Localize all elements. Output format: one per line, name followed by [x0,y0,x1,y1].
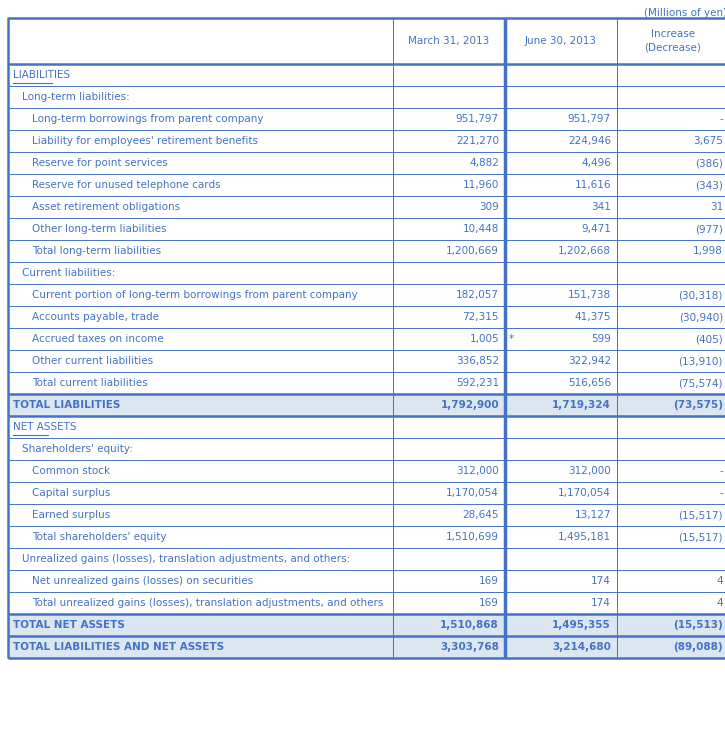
Text: 312,000: 312,000 [568,466,611,476]
Text: NET ASSETS: NET ASSETS [13,422,77,432]
Text: 312,000: 312,000 [456,466,499,476]
Text: (75,574): (75,574) [679,378,723,388]
Bar [8,636,725,658]
Text: 13,127: 13,127 [574,510,611,520]
Text: 1,719,324: 1,719,324 [552,400,611,410]
Text: 3,214,680: 3,214,680 [552,642,611,652]
Text: (405): (405) [695,334,723,344]
Text: Increase
(Decrease): Increase (Decrease) [645,29,701,53]
Text: Total current liabilities: Total current liabilities [32,378,148,388]
Text: 151,738: 151,738 [568,290,611,300]
Text: Accounts payable, trade: Accounts payable, trade [32,312,159,322]
Bar [8,394,725,416]
Text: -: - [719,488,723,498]
Text: Long-term liabilities:: Long-term liabilities: [22,92,130,102]
Text: Current liabilities:: Current liabilities: [22,268,115,278]
Text: Other long-term liabilities: Other long-term liabilities [32,224,167,234]
Text: 322,942: 322,942 [568,356,611,366]
Text: (Millions of yen): (Millions of yen) [644,8,725,18]
Bar [8,614,725,636]
Text: 309: 309 [479,202,499,212]
Text: 599: 599 [591,334,611,344]
Text: Total shareholders' equity: Total shareholders' equity [32,532,167,542]
Text: 174: 174 [591,598,611,608]
Text: 1,510,699: 1,510,699 [446,532,499,542]
Text: -: - [719,114,723,124]
Text: 4: 4 [716,576,723,586]
Text: 1,510,868: 1,510,868 [440,620,499,630]
Text: June 30, 2013: June 30, 2013 [525,36,597,46]
Text: 592,231: 592,231 [456,378,499,388]
Text: (977): (977) [695,224,723,234]
Text: 11,616: 11,616 [574,180,611,190]
Text: (30,318): (30,318) [679,290,723,300]
Text: Net unrealized gains (losses) on securities: Net unrealized gains (losses) on securit… [32,576,253,586]
Text: 516,656: 516,656 [568,378,611,388]
Text: (343): (343) [695,180,723,190]
Text: TOTAL LIABILITIES AND NET ASSETS: TOTAL LIABILITIES AND NET ASSETS [13,642,224,652]
Text: Long-term borrowings from parent company: Long-term borrowings from parent company [32,114,263,124]
Text: -: - [719,466,723,476]
Text: 336,852: 336,852 [456,356,499,366]
Text: 3,303,768: 3,303,768 [440,642,499,652]
Text: LIABILITIES: LIABILITIES [13,70,70,80]
Text: Accrued taxes on income: Accrued taxes on income [32,334,164,344]
Text: Total unrealized gains (losses), translation adjustments, and others: Total unrealized gains (losses), transla… [32,598,384,608]
Text: Total long-term liabilities: Total long-term liabilities [32,246,161,256]
Text: 4,882: 4,882 [469,158,499,168]
Text: 31: 31 [710,202,723,212]
Text: 41,375: 41,375 [574,312,611,322]
Text: Reserve for unused telephone cards: Reserve for unused telephone cards [32,180,220,190]
Text: 1,495,355: 1,495,355 [552,620,611,630]
Text: (89,088): (89,088) [674,642,723,652]
Text: *: * [509,334,514,344]
Text: 1,200,669: 1,200,669 [446,246,499,256]
Text: 1,998: 1,998 [693,246,723,256]
Text: Shareholders' equity:: Shareholders' equity: [22,444,133,454]
Text: Reserve for point services: Reserve for point services [32,158,167,168]
Text: 28,645: 28,645 [463,510,499,520]
Text: Capital surplus: Capital surplus [32,488,110,498]
Text: Liability for employees' retirement benefits: Liability for employees' retirement bene… [32,136,258,146]
Text: Current portion of long-term borrowings from parent company: Current portion of long-term borrowings … [32,290,357,300]
Text: 169: 169 [479,576,499,586]
Text: Asset retirement obligations: Asset retirement obligations [32,202,180,212]
Text: (15,513): (15,513) [674,620,723,630]
Text: 9,471: 9,471 [581,224,611,234]
Text: 224,946: 224,946 [568,136,611,146]
Text: 1,170,054: 1,170,054 [558,488,611,498]
Text: 1,170,054: 1,170,054 [446,488,499,498]
Text: Earned surplus: Earned surplus [32,510,110,520]
Text: (386): (386) [695,158,723,168]
Text: (73,575): (73,575) [673,400,723,410]
Text: (15,517): (15,517) [679,510,723,520]
Text: 11,960: 11,960 [463,180,499,190]
Text: 951,797: 951,797 [568,114,611,124]
Text: (30,940): (30,940) [679,312,723,322]
Text: 1,792,900: 1,792,900 [440,400,499,410]
Text: March 31, 2013: March 31, 2013 [408,36,489,46]
Text: 182,057: 182,057 [456,290,499,300]
Text: Common stock: Common stock [32,466,110,476]
Text: TOTAL NET ASSETS: TOTAL NET ASSETS [13,620,125,630]
Text: 951,797: 951,797 [456,114,499,124]
Text: 1,495,181: 1,495,181 [558,532,611,542]
Text: 169: 169 [479,598,499,608]
Text: 1,005: 1,005 [469,334,499,344]
Text: 72,315: 72,315 [463,312,499,322]
Text: Unrealized gains (losses), translation adjustments, and others:: Unrealized gains (losses), translation a… [22,554,350,564]
Text: (15,517): (15,517) [679,532,723,542]
Text: 4,496: 4,496 [581,158,611,168]
Text: 1,202,668: 1,202,668 [558,246,611,256]
Text: 221,270: 221,270 [456,136,499,146]
Text: 341: 341 [591,202,611,212]
Text: 4: 4 [716,598,723,608]
Text: (13,910): (13,910) [679,356,723,366]
Text: TOTAL LIABILITIES: TOTAL LIABILITIES [13,400,120,410]
Text: Other current liabilities: Other current liabilities [32,356,153,366]
Text: 3,675: 3,675 [693,136,723,146]
Text: 10,448: 10,448 [463,224,499,234]
Text: 174: 174 [591,576,611,586]
